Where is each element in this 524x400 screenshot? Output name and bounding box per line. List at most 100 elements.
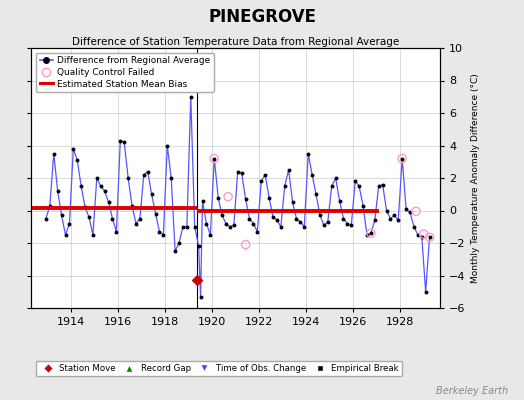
Point bbox=[351, 178, 359, 184]
Point bbox=[280, 183, 289, 189]
Point bbox=[85, 214, 93, 220]
Point bbox=[269, 214, 277, 220]
Point bbox=[386, 216, 395, 222]
Point bbox=[421, 288, 430, 295]
Point bbox=[253, 228, 261, 235]
Point bbox=[69, 146, 78, 152]
Point bbox=[104, 199, 113, 206]
Point bbox=[242, 242, 250, 248]
Point bbox=[420, 231, 428, 237]
Point bbox=[116, 138, 125, 144]
Point bbox=[112, 228, 121, 235]
Point bbox=[410, 224, 418, 230]
Legend: Station Move, Record Gap, Time of Obs. Change, Empirical Break: Station Move, Record Gap, Time of Obs. C… bbox=[36, 361, 402, 376]
Point bbox=[418, 233, 426, 240]
Point bbox=[226, 224, 234, 230]
Point bbox=[367, 230, 375, 236]
Point bbox=[296, 219, 304, 225]
Text: Berkeley Earth: Berkeley Earth bbox=[436, 386, 508, 396]
Point bbox=[77, 183, 85, 189]
Point bbox=[242, 196, 250, 202]
Point bbox=[93, 175, 101, 181]
Point bbox=[50, 150, 58, 157]
Point bbox=[163, 142, 171, 149]
Point bbox=[398, 155, 406, 162]
Point bbox=[53, 188, 62, 194]
Point bbox=[394, 217, 402, 224]
Point bbox=[261, 172, 269, 178]
Point bbox=[65, 220, 73, 227]
Point bbox=[42, 216, 50, 222]
Point bbox=[355, 183, 363, 189]
Point bbox=[288, 199, 297, 206]
Point bbox=[187, 94, 195, 100]
Point bbox=[390, 212, 399, 218]
Point bbox=[210, 155, 219, 162]
Point bbox=[249, 220, 258, 227]
Point bbox=[101, 188, 109, 194]
Point bbox=[359, 202, 367, 209]
Point bbox=[132, 220, 140, 227]
Point bbox=[128, 202, 136, 209]
Point bbox=[171, 248, 179, 254]
Point bbox=[425, 234, 434, 240]
Point bbox=[196, 294, 205, 300]
Point bbox=[320, 222, 328, 228]
Point bbox=[214, 194, 222, 201]
Point bbox=[124, 175, 133, 181]
Point bbox=[183, 224, 191, 230]
Title: Difference of Station Temperature Data from Regional Average: Difference of Station Temperature Data f… bbox=[72, 37, 399, 47]
Point bbox=[230, 222, 238, 228]
Point bbox=[308, 172, 316, 178]
Point bbox=[144, 168, 152, 175]
Point bbox=[406, 209, 414, 215]
Point bbox=[370, 217, 379, 224]
Point bbox=[139, 172, 148, 178]
Point bbox=[61, 232, 70, 238]
Point bbox=[89, 232, 97, 238]
Point bbox=[272, 217, 281, 224]
Point bbox=[328, 183, 336, 189]
Point bbox=[159, 232, 168, 238]
Point bbox=[402, 206, 410, 212]
Point bbox=[300, 224, 309, 230]
Point bbox=[245, 216, 254, 222]
Point bbox=[167, 175, 176, 181]
Point bbox=[257, 178, 266, 184]
Point bbox=[147, 191, 156, 198]
Point bbox=[425, 233, 434, 240]
Point bbox=[412, 208, 420, 214]
Point bbox=[312, 191, 320, 198]
Point bbox=[413, 232, 422, 238]
Point bbox=[191, 224, 199, 230]
Point bbox=[58, 212, 66, 218]
Point bbox=[324, 219, 332, 225]
Point bbox=[237, 170, 246, 176]
Point bbox=[218, 212, 226, 218]
Point bbox=[398, 155, 407, 162]
Point bbox=[73, 157, 81, 163]
Point bbox=[194, 243, 203, 250]
Point bbox=[304, 150, 312, 157]
Point bbox=[265, 194, 274, 201]
Point bbox=[120, 139, 128, 146]
Point bbox=[108, 216, 117, 222]
Point bbox=[363, 232, 371, 238]
Point bbox=[179, 224, 187, 230]
Point bbox=[151, 210, 160, 217]
Point bbox=[46, 202, 54, 209]
Point bbox=[383, 207, 391, 214]
Point bbox=[81, 204, 89, 210]
Point bbox=[332, 175, 340, 181]
Point bbox=[292, 216, 301, 222]
Y-axis label: Monthly Temperature Anomaly Difference (°C): Monthly Temperature Anomaly Difference (… bbox=[471, 73, 480, 283]
Point bbox=[339, 216, 347, 222]
Point bbox=[96, 183, 105, 189]
Point bbox=[335, 198, 344, 204]
Point bbox=[277, 224, 285, 230]
Point bbox=[198, 198, 206, 204]
Point bbox=[192, 277, 201, 284]
Point bbox=[222, 220, 230, 227]
Point bbox=[175, 240, 183, 246]
Point bbox=[375, 183, 383, 189]
